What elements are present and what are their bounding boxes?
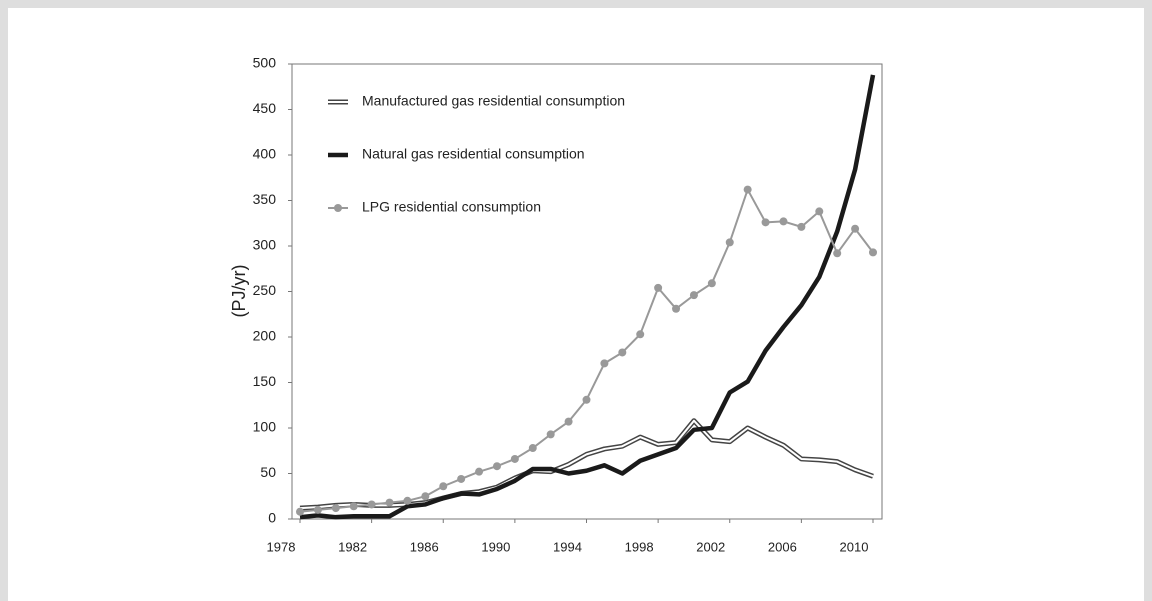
y-tick-label: 500: [253, 55, 277, 71]
y-tick-label: 350: [253, 191, 277, 207]
x-tick-label: 1978: [267, 539, 296, 554]
x-tick-label: 1982: [338, 539, 367, 554]
series-marker: [349, 502, 358, 511]
series-marker: [761, 218, 770, 227]
y-tick-label: 250: [253, 282, 277, 298]
x-tick-label: 1990: [481, 539, 510, 554]
series-marker: [618, 348, 627, 357]
series-line-inner: [299, 419, 874, 510]
y-tick-label: 200: [253, 328, 277, 344]
y-tick-label: 400: [253, 146, 277, 162]
series-marker: [815, 207, 824, 216]
series-marker: [851, 224, 860, 233]
series-line: [299, 74, 876, 520]
series-marker: [528, 444, 537, 453]
x-tick-label: 2010: [840, 539, 869, 554]
series-marker: [331, 504, 340, 513]
legend-label: LPG residential consumption: [362, 199, 541, 215]
series-marker: [457, 474, 466, 483]
series-marker: [492, 462, 501, 471]
series-marker: [296, 507, 304, 516]
series-marker: [313, 505, 322, 514]
series-marker: [672, 304, 681, 313]
panel: [8, 8, 1144, 601]
series-marker: [725, 238, 734, 247]
series-marker: [654, 283, 663, 292]
series-marker: [833, 249, 842, 258]
y-tick-label: 0: [268, 510, 276, 526]
series-marker: [636, 330, 645, 339]
y-tick-label: 300: [253, 237, 277, 253]
y-tick-label: 450: [253, 100, 277, 116]
series-marker: [385, 498, 394, 507]
x-tick-label: 2006: [768, 539, 797, 554]
series-marker: [475, 467, 484, 476]
series-marker: [779, 217, 788, 226]
legend-marker: [334, 204, 342, 212]
x-tick-label: 1994: [553, 539, 582, 554]
series-marker: [582, 395, 591, 404]
series-marker: [421, 492, 430, 501]
x-tick-label: 1986: [410, 539, 439, 554]
series-marker: [510, 454, 519, 463]
series-marker: [403, 496, 412, 505]
y-axis-label: (PJ/yr): [229, 265, 249, 318]
series-marker: [707, 279, 716, 288]
series-marker: [367, 500, 376, 509]
x-tick-label: 1998: [625, 539, 654, 554]
series-marker: [564, 417, 573, 426]
series-marker: [439, 482, 448, 491]
series-marker: [869, 248, 877, 257]
x-tick-label: 2002: [696, 539, 725, 554]
series-marker: [797, 222, 806, 231]
y-tick-label: 50: [260, 464, 276, 480]
legend-label: Manufactured gas residential consumption: [362, 93, 625, 109]
y-tick-label: 150: [253, 373, 277, 389]
series-marker: [546, 430, 555, 439]
series-marker: [689, 291, 698, 300]
y-tick-label: 100: [253, 419, 277, 435]
series-marker: [600, 359, 609, 368]
series-marker: [743, 185, 752, 194]
legend-label: Natural gas residential consumption: [362, 146, 585, 162]
